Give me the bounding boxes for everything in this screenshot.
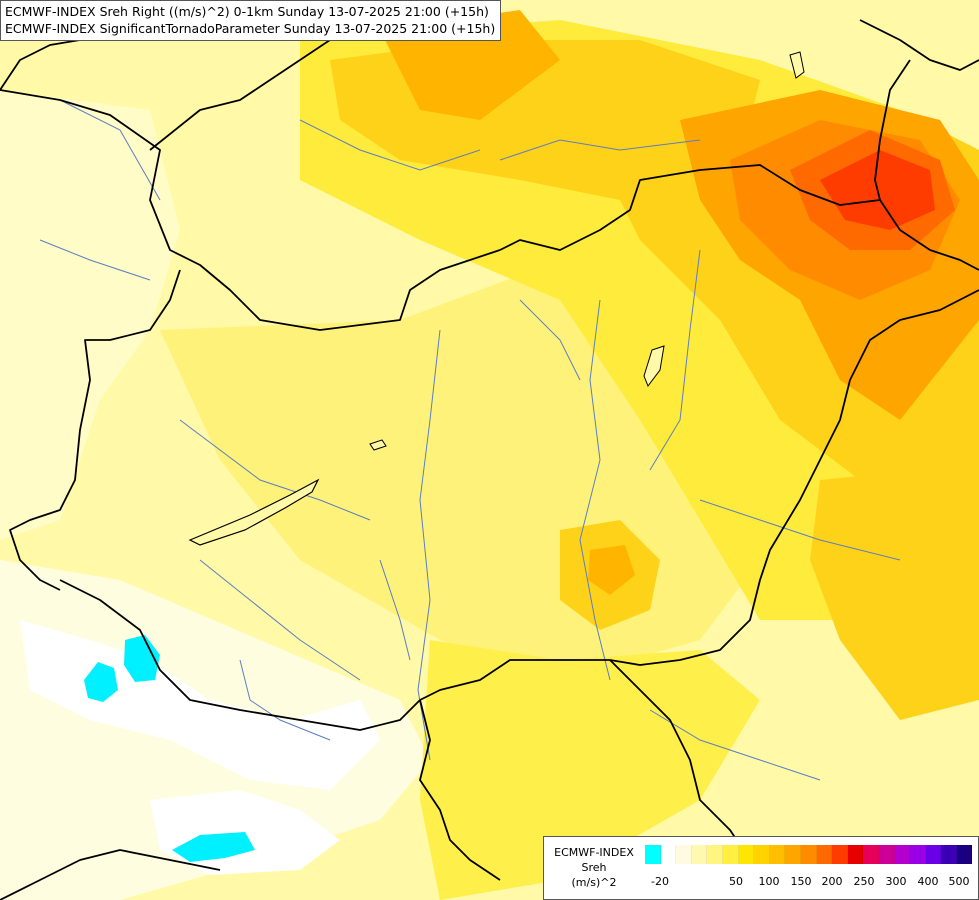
legend-swatch xyxy=(707,845,723,864)
legend-swatch xyxy=(925,845,942,864)
legend-tick-label: 500 xyxy=(948,875,970,888)
border-south-west xyxy=(0,849,221,900)
legend-swatch xyxy=(769,845,786,864)
legend-swatch xyxy=(894,845,911,864)
legend-swatch xyxy=(832,845,848,864)
legend-ticks: -2050100150200250300400500700 xyxy=(645,875,975,890)
field-southeast-gold xyxy=(810,470,979,720)
field-white-1 xyxy=(20,620,380,790)
legend-swatch xyxy=(722,845,739,864)
legend-title-line-3: (m/s)^2 xyxy=(571,876,617,889)
legend-tick-label: 200 xyxy=(821,875,843,888)
legend-tick-label: 100 xyxy=(758,875,780,888)
legend-swatch xyxy=(816,845,833,864)
lake-small-1 xyxy=(369,439,387,451)
legend-swatch xyxy=(754,845,770,864)
border-southwest xyxy=(59,579,421,731)
legend-title-line-1: ECMWF-INDEX xyxy=(554,846,634,859)
legend-tick-label: 300 xyxy=(885,875,907,888)
legend-swatch xyxy=(878,845,895,864)
field-west-pale xyxy=(0,90,180,540)
border-north xyxy=(0,89,979,331)
legend-swatch xyxy=(691,845,708,864)
legend-swatch xyxy=(645,845,661,864)
legend-swatch xyxy=(956,845,973,864)
legend-swatch xyxy=(863,845,879,864)
legend-swatch xyxy=(738,845,755,864)
lake-small-3 xyxy=(789,51,805,79)
color-legend: ECMWF-INDEX Sreh (m/s)^2 -20 50 100 150 200 2… xyxy=(543,836,979,900)
legend-tick-label: -20 xyxy=(651,875,669,888)
legend-title: ECMWF-INDEX Sreh (m/s)^2 xyxy=(548,845,640,890)
legend-tick-label: 150 xyxy=(790,875,812,888)
map-title-box: ECMWF-INDEX Sreh Right ((m/s)^2) 0-1km S… xyxy=(0,0,502,41)
border-east-upper xyxy=(874,59,911,201)
legend-title-line-2: Sreh xyxy=(581,861,607,874)
lake-balaton xyxy=(188,478,320,546)
field-cyan-1 xyxy=(124,635,160,682)
legend-swatch xyxy=(785,845,801,864)
border-northeast xyxy=(859,19,979,71)
map-title-line-2: ECMWF-INDEX SignificantTornadoParameter … xyxy=(5,21,496,36)
legend-tick-label: 50 xyxy=(729,875,743,888)
legend-swatch xyxy=(660,845,677,864)
legend-swatch xyxy=(847,845,864,864)
border-southeast xyxy=(609,659,751,861)
legend-tick-label: 400 xyxy=(917,875,939,888)
legend-swatch xyxy=(800,845,817,864)
field-center-orange xyxy=(588,545,635,595)
border-west xyxy=(9,269,181,591)
field-cyan-2 xyxy=(84,662,118,702)
field-cyan-3 xyxy=(172,832,255,862)
legend-swatch xyxy=(941,845,957,864)
legend-tick-label: 250 xyxy=(853,875,875,888)
lake-small-2 xyxy=(643,345,665,388)
border-northwest xyxy=(0,39,81,91)
legend-swatch xyxy=(910,845,926,864)
field-south-yellow xyxy=(420,640,760,900)
rivers xyxy=(39,99,901,781)
legend-color-bar xyxy=(645,845,973,864)
border-east xyxy=(419,289,979,701)
border-south xyxy=(419,699,501,881)
map-title-line-1: ECMWF-INDEX Sreh Right ((m/s)^2) 0-1km S… xyxy=(5,4,489,19)
legend-swatch xyxy=(676,845,692,864)
